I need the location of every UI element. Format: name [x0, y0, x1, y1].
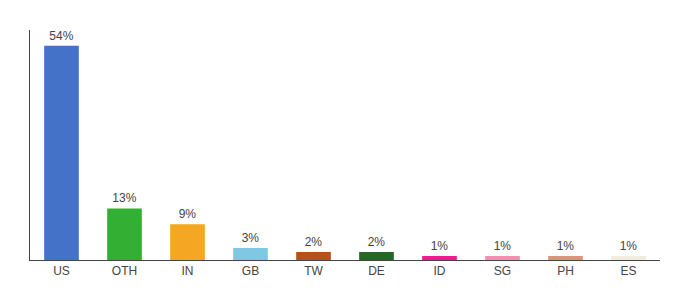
svg-text:2%: 2%: [305, 235, 323, 249]
svg-text:9%: 9%: [179, 207, 197, 221]
svg-text:1%: 1%: [494, 239, 512, 253]
svg-text:54%: 54%: [49, 29, 73, 43]
svg-text:IN: IN: [182, 264, 194, 278]
svg-text:1%: 1%: [431, 239, 449, 253]
svg-text:PH: PH: [557, 264, 574, 278]
svg-text:OTH: OTH: [112, 264, 137, 278]
svg-text:1%: 1%: [557, 239, 575, 253]
svg-text:ES: ES: [620, 264, 636, 278]
svg-text:TW: TW: [304, 264, 323, 278]
svg-text:GB: GB: [242, 264, 259, 278]
svg-text:13%: 13%: [112, 191, 136, 205]
svg-text:DE: DE: [368, 264, 385, 278]
svg-text:ID: ID: [434, 264, 446, 278]
svg-text:US: US: [53, 264, 70, 278]
svg-text:2%: 2%: [368, 235, 386, 249]
svg-text:SG: SG: [494, 264, 511, 278]
svg-text:1%: 1%: [620, 239, 638, 253]
svg-text:3%: 3%: [242, 231, 260, 245]
